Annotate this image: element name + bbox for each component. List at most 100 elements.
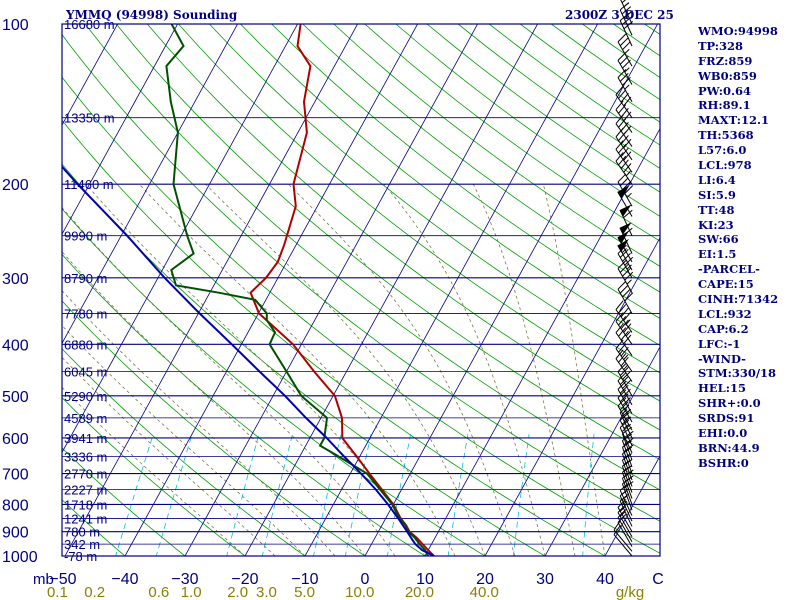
wind-barb-flag <box>618 327 627 337</box>
mixing-ratio-line <box>447 434 469 556</box>
wind-barb-flag <box>623 111 632 122</box>
index-item: TP:328 <box>698 38 744 53</box>
wind-barb-flag <box>623 323 632 333</box>
isotherm <box>0 12 4 567</box>
wind-barb-flag <box>619 482 630 491</box>
isotherm <box>484 236 660 556</box>
wind-barb-staff <box>621 453 633 481</box>
temperature-tick-label: 10 <box>416 571 434 588</box>
wind-barb-staff <box>617 380 633 406</box>
index-item: CINH:71342 <box>698 292 779 307</box>
plot-frame <box>61 23 661 557</box>
wind-barb-half-flag <box>621 248 627 254</box>
wind-barb-staff <box>621 440 633 468</box>
mixing-ratio-line <box>582 434 595 556</box>
index-item: LCL:932 <box>698 306 752 321</box>
wind-barb-flag <box>615 85 624 96</box>
index-item: EHI:0.0 <box>698 426 748 441</box>
wind-barb-flag <box>618 155 627 166</box>
wind-barb <box>617 372 633 406</box>
wind-barb-flag <box>622 252 631 262</box>
pressure-tick-label: 500 <box>2 389 29 406</box>
pressure-tick-label: 1000 <box>2 549 38 566</box>
wind-barb-staff <box>617 60 633 85</box>
index-item: LI:6.4 <box>698 172 736 187</box>
wind-barb-half-flag <box>623 354 629 360</box>
wind-barb <box>613 520 633 552</box>
moist-adiabat <box>288 183 516 556</box>
station-title: YMMQ (94998) Sounding <box>66 8 238 22</box>
height-label: 9990 m <box>64 229 107 244</box>
wind-barb-flag <box>623 437 634 446</box>
wind-barb-flag <box>623 334 632 345</box>
mixing-ratio-tick-label: 0.2 <box>84 584 105 600</box>
parcel-trace <box>62 165 435 556</box>
index-item: -PARCEL- <box>698 262 760 277</box>
wind-barb-staff <box>621 447 633 474</box>
index-item: PW:0.64 <box>698 83 752 98</box>
dry-adiabat <box>240 24 660 346</box>
wind-barb-flag <box>622 380 631 389</box>
wind-barb-flag <box>623 151 632 161</box>
mixing-ratio-line <box>313 434 342 556</box>
isotherm <box>184 24 479 556</box>
wind-barb-half-flag <box>624 67 630 73</box>
wind-barb-staff <box>615 321 633 345</box>
isotherm <box>0 12 64 567</box>
wind-barb-flag <box>622 41 631 51</box>
wind-barb-flag <box>620 159 629 169</box>
wind-barb <box>617 69 633 102</box>
wind-barb-flag <box>621 6 632 15</box>
wind-barb-staff <box>619 495 633 522</box>
wind-barb-flag <box>621 0 627 4</box>
dry-adiabat <box>115 24 660 461</box>
dry-adiabat <box>146 24 660 431</box>
wind-barb-half-flag <box>624 84 630 90</box>
wind-barb-staff <box>613 529 633 552</box>
wind-barb-flag <box>622 76 631 86</box>
wind-barb-half-flag <box>625 170 631 177</box>
mixing-ratio-line <box>115 433 154 556</box>
pressure-tick-label: 700 <box>2 467 29 484</box>
wind-barb-half-flag <box>624 48 630 54</box>
wind-barb-half-flag <box>623 364 629 371</box>
index-item: RH:89.1 <box>698 98 751 113</box>
wind-barb-flag <box>624 185 634 194</box>
wind-barb-flag <box>615 100 624 110</box>
wind-barb-flag <box>615 312 624 322</box>
wind-barb-flag <box>617 260 627 269</box>
wind-barb <box>617 513 633 547</box>
height-label: 11460 m <box>64 177 114 192</box>
moist-adiabat <box>62 356 276 556</box>
moist-adiabat <box>542 184 606 556</box>
wind-barb-flag <box>619 284 629 294</box>
height-label: 1718 m <box>64 497 107 512</box>
wind-barb-flag <box>620 319 629 330</box>
wind-barb-staff <box>615 136 633 161</box>
wind-barb-staff <box>621 483 633 511</box>
wind-barb-flag <box>619 393 629 403</box>
temperature-tick-label: 20 <box>476 571 494 588</box>
wind-barb-flag <box>619 72 629 82</box>
wind-barb-flag <box>620 93 629 103</box>
wind-barb-staff <box>619 500 633 527</box>
moist-adiabat <box>62 251 366 556</box>
dry-adiabat <box>62 76 660 554</box>
wind-barb-staff <box>615 358 633 382</box>
index-item: WMO:94998 <box>698 24 778 38</box>
wind-barb <box>615 127 633 161</box>
index-item: TH:5368 <box>698 128 754 143</box>
wind-barb-half-flag <box>626 279 632 285</box>
wind-barb <box>615 85 633 118</box>
isotherm <box>544 346 660 556</box>
height-label: 3941 m <box>64 431 107 446</box>
wind-barb-flag <box>623 138 632 149</box>
dry-adiabat <box>62 33 660 522</box>
moist-adiabat <box>205 183 486 556</box>
index-item: SW:66 <box>698 232 739 247</box>
height-label: -78 m <box>64 549 97 564</box>
wind-barb-half-flag <box>625 331 631 337</box>
pressure-tick-label: 200 <box>2 177 29 194</box>
mixing-ratio-line <box>155 433 193 556</box>
wind-barb-flag <box>624 292 634 302</box>
